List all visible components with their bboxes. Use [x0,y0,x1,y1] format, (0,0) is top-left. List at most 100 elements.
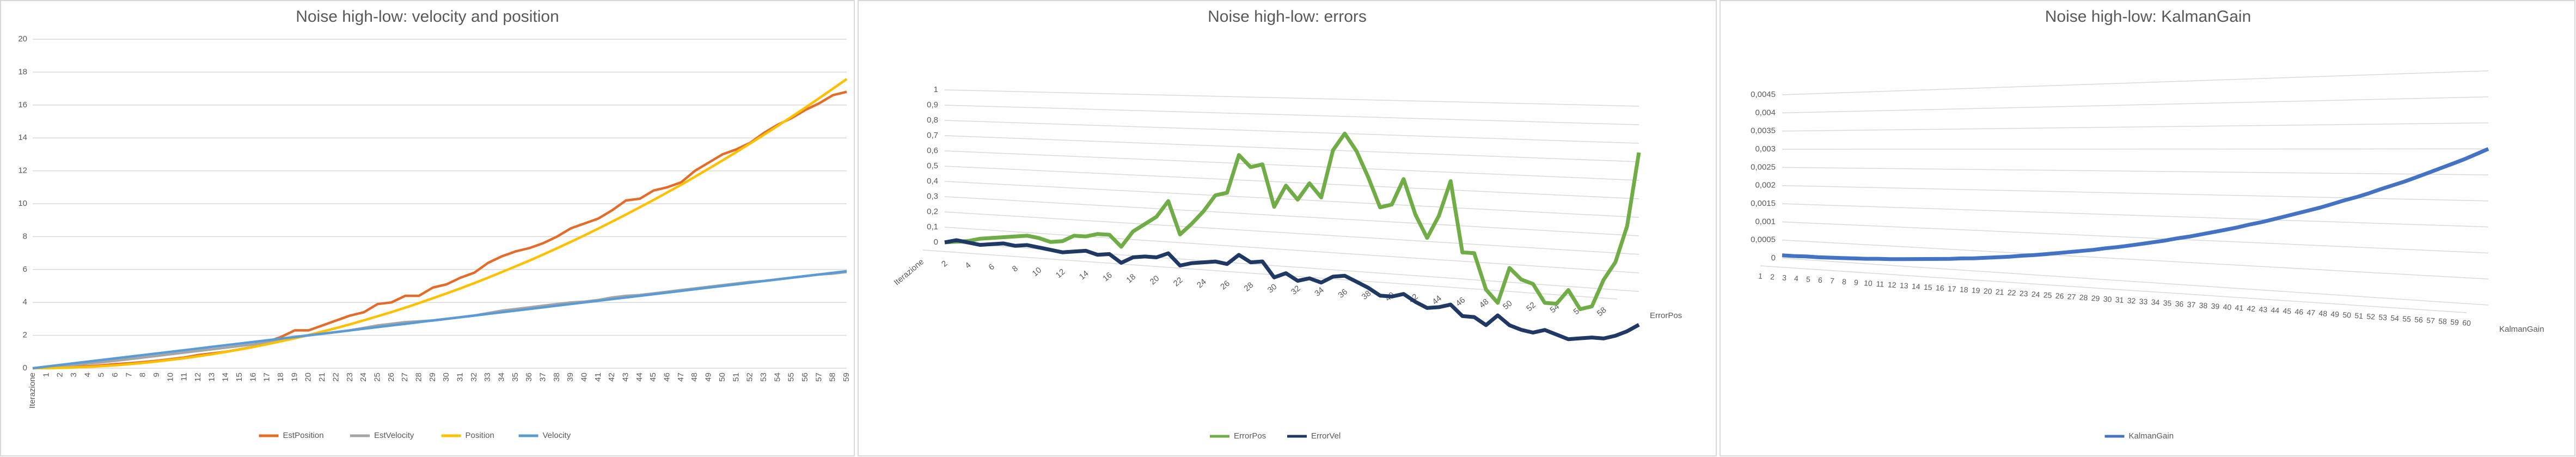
y-tick-label: 0 [23,363,27,373]
x-tick-label: 48 [2318,309,2328,318]
x-tick-label: 23 [2019,289,2028,298]
grid-line [944,89,1639,107]
x-tick-label: 45 [648,373,658,382]
y-tick-label: 0,002 [1755,181,1776,190]
x-tick-label: 28 [2079,293,2088,302]
x-tick-label: 25 [2043,290,2052,300]
x-tick-label: 57 [814,373,823,382]
y-tick-label: 0,3 [927,192,938,201]
x-tick-label: 44 [2271,306,2280,315]
x-tick-label: 51 [2354,311,2364,320]
depth-axis-label: ErrorPos [1650,311,1682,320]
x-tick-label: 32 [469,373,479,382]
grid-line [1782,258,2489,306]
x-tick-label: 19 [290,373,299,382]
x-tick-label: 41 [2235,303,2244,313]
y-tick-label: 6 [23,265,27,274]
x-tick-label: 43 [2259,304,2268,314]
x-tick-label: 43 [621,373,631,382]
grid-line [1782,203,2489,228]
y-tick-label: 0 [934,237,938,247]
x-tick-label: 50 [2342,310,2352,320]
x-tick-label: 15 [235,373,244,382]
x-tick-label: 11 [1876,279,1884,289]
x-tick-label: 7 [1830,276,1835,285]
x-tick-label: 21 [317,373,327,382]
x-tick-label: 58 [2438,316,2447,326]
x-tick-label: Iterazione [28,373,37,409]
y-tick-label: 0,6 [927,146,938,155]
grid-line [944,166,1639,199]
depth-axis-label: KalmanGain [2499,325,2544,334]
panel [858,0,1717,456]
x-tick-label: 6 [111,373,120,377]
y-tick-label: 2 [23,331,27,340]
grid-line [1782,185,2489,202]
x-tick-label: 40 [2223,302,2232,312]
x-tick-label: 3 [1782,273,1787,282]
x-tick-label: 11 [180,373,189,381]
y-tick-label: 0,0005 [1751,235,1776,245]
x-tick-label: 49 [2330,309,2340,319]
x-tick-label: 17 [1948,284,1957,294]
legend-label: EstPosition [283,431,324,440]
x-tick-label: 47 [676,373,686,382]
x-tick-label: 58 [828,373,837,382]
x-tick-label: 26 [2055,291,2064,301]
x-tick-label: 38 [2199,301,2208,310]
y-tick-label: 18 [18,67,27,76]
x-tick-label: 4 [1794,274,1799,283]
legend-label: Velocity [543,431,571,440]
x-tick-label: 7 [124,373,133,377]
panel [0,0,855,456]
y-tick-label: 0 [1771,253,1776,263]
x-tick-label: 39 [566,373,575,382]
y-tick-label: 10 [18,199,27,208]
x-tick-label: 46 [663,373,672,382]
series-line [944,131,1641,312]
x-tick-label: 31 [455,373,464,382]
x-tick-label: 51 [731,373,741,382]
x-tick-label: 40 [580,373,589,382]
x-tick-label: 37 [2187,300,2196,309]
y-tick-label: 0,2 [927,207,938,216]
x-tick-label: 35 [2163,298,2172,308]
y-tick-label: 0,1 [927,222,938,231]
y-tick-label: 0,9 [927,100,938,109]
x-tick-label: 56 [2414,315,2424,324]
legend-label: EstVelocity [374,431,414,440]
x-tick-label: 16 [1936,283,1945,293]
x-tick-label: 59 [842,373,851,382]
grid-line [944,150,1639,181]
y-tick-label: 8 [23,231,27,241]
x-tick-label: 24 [2031,290,2040,299]
x-tick-label: 13 [207,373,216,382]
series-line [32,78,848,370]
floor-edge [1760,265,2467,313]
x-tick-label: 29 [2091,294,2100,303]
x-tick-label: 56 [800,373,810,382]
x-tick-label: 17 [262,373,272,382]
x-tick-label: 48 [690,373,699,382]
x-tick-label: 37 [539,373,548,382]
x-tick-label: 31 [2115,295,2124,304]
grid-line [944,196,1639,236]
x-tick-label: 36 [2175,299,2184,308]
x-tick-label: 12 [193,373,203,382]
grid-line [944,211,1639,255]
x-tick-label: 15 [1924,283,1933,292]
chart-title: Noise high-low: KalmanGain [2045,8,2251,26]
x-tick-label: 50 [718,373,727,382]
x-tick-label: 42 [607,373,616,382]
legend-label: KalmanGain [2129,431,2174,441]
legend-label: ErrorPos [1234,431,1266,441]
x-tick-label: 20 [1148,274,1161,287]
x-tick-label: 34 [497,373,506,382]
series-line [944,238,1640,342]
y-tick-label: 0,8 [927,115,938,125]
grid-line [1782,221,2489,254]
x-tick-label: 54 [2390,313,2400,322]
x-tick-label: 35 [511,373,520,382]
y-tick-label: 0,003 [1755,144,1776,154]
y-tick-label: 0,004 [1755,108,1776,117]
